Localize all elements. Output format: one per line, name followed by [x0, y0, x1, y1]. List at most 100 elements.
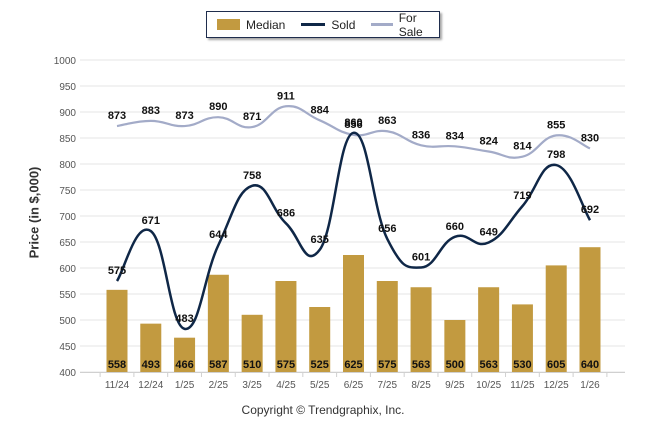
legend-label-median: Median	[246, 17, 286, 32]
series-lines	[115, 105, 592, 331]
sold-value-label: 798	[547, 149, 565, 161]
for-sale-value-label: 834	[446, 130, 465, 142]
for-sale-value-label: 836	[412, 129, 430, 141]
for-sale-value-label: 873	[175, 110, 193, 122]
y-tick-label: 450	[59, 342, 76, 353]
median-bar	[343, 255, 364, 372]
y-tick-label: 500	[59, 316, 76, 327]
x-tick-label: 5/25	[310, 380, 330, 391]
x-tick-label: 2/25	[209, 380, 229, 391]
x-tick-label: 11/25	[510, 380, 535, 391]
x-tick-label: 12/24	[138, 380, 163, 391]
y-tick-label: 950	[59, 82, 76, 93]
sold-value-label: 660	[446, 221, 464, 233]
for-sale-value-label: 863	[378, 115, 396, 127]
median-bar	[174, 337, 196, 372]
sold-value-label: 692	[581, 204, 599, 216]
legend-item-sold: Sold	[301, 18, 355, 32]
x-tick-label: 9/25	[445, 380, 465, 391]
median-bar	[444, 320, 466, 372]
legend-item-for-sale: For Sale	[371, 11, 439, 39]
median-value-label: 466	[175, 359, 193, 371]
y-tick-label: 900	[59, 108, 76, 119]
sold-value-label: 575	[108, 265, 126, 277]
y-axis-ticks: 400 450 500 550 600 650 700 750 800 850 900 950 1000	[54, 56, 77, 379]
median-bar	[545, 265, 567, 372]
x-tick-label: 10/25	[476, 380, 501, 391]
for-sale-value-label: 871	[243, 111, 261, 123]
y-tick-label: 600	[59, 264, 76, 275]
sold-value-label: 719	[513, 190, 531, 202]
sold-line	[115, 131, 592, 331]
for-sale-value-label: 911	[277, 90, 295, 102]
sold-value-label: 860	[344, 117, 362, 129]
data-labels: 558 493 466 587 510 575 525 625 575 563 500 563 530 6…	[108, 90, 599, 371]
x-tick-label: 7/25	[378, 380, 398, 391]
median-value-label: 575	[277, 359, 295, 371]
median-bar	[511, 304, 533, 372]
legend: Median Sold For Sale	[206, 11, 440, 39]
median-value-label: 510	[243, 359, 261, 371]
for-sale-swatch-icon	[371, 23, 393, 26]
y-tick-label: 800	[59, 160, 76, 171]
median-value-label: 525	[311, 359, 329, 371]
median-bars	[106, 247, 601, 372]
for-sale-value-label: 883	[142, 105, 160, 117]
y-axis-label: Price (in $,000)	[26, 166, 42, 259]
median-bar	[309, 307, 331, 372]
median-value-label: 493	[142, 359, 160, 371]
median-bar	[241, 314, 263, 372]
legend-label-sold: Sold	[331, 17, 356, 32]
median-value-label: 605	[547, 359, 565, 371]
for-sale-value-label: 814	[513, 141, 532, 153]
for-sale-line	[116, 105, 591, 159]
median-value-label: 558	[108, 359, 126, 371]
for-sale-value-label: 884	[311, 104, 330, 116]
median-value-label: 563	[412, 359, 430, 371]
y-tick-label: 550	[59, 290, 76, 301]
x-tick-label: 1/25	[175, 380, 195, 391]
median-swatch-icon	[217, 19, 240, 30]
x-tick-label: 4/25	[276, 380, 296, 391]
copyright-text: Copyright © Trendgraphix, Inc.	[241, 403, 405, 417]
y-tick-label: 700	[59, 212, 76, 223]
sold-value-label: 644	[209, 229, 228, 241]
median-bar	[140, 323, 162, 372]
y-tick-label: 850	[59, 134, 76, 145]
sold-value-label: 601	[412, 251, 430, 263]
sold-value-label: 671	[142, 215, 160, 227]
x-tick-label: 6/25	[344, 380, 364, 391]
median-bar	[106, 289, 128, 372]
x-axis-ticks: 11/24 12/24 1/25 2/25 3/25 4/25 5/25 6/25 7/25 8/…	[99, 372, 608, 391]
for-sale-value-label: 855	[547, 119, 565, 131]
median-bar	[275, 281, 297, 372]
x-tick-label: 3/25	[242, 380, 262, 391]
for-sale-value-label: 890	[209, 101, 227, 113]
sold-value-label: 686	[277, 207, 295, 219]
median-value-label: 530	[513, 359, 531, 371]
y-tick-label: 650	[59, 238, 76, 249]
median-bar	[579, 247, 601, 372]
for-sale-value-label: 830	[581, 132, 599, 144]
median-value-label: 500	[446, 359, 464, 371]
sold-value-label: 649	[479, 227, 497, 239]
median-value-label: 640	[581, 359, 599, 371]
median-value-label: 625	[344, 359, 362, 371]
median-bar	[376, 281, 398, 372]
median-bar	[410, 287, 432, 372]
sold-value-label: 483	[175, 313, 193, 325]
y-tick-label: 750	[59, 186, 76, 197]
sold-value-label: 635	[311, 234, 329, 246]
median-bar	[478, 287, 500, 372]
legend-label-for-sale: For Sale	[398, 10, 423, 39]
x-tick-label: 1/26	[580, 380, 600, 391]
x-tick-label: 12/25	[544, 380, 569, 391]
for-sale-value-label: 856	[344, 119, 362, 131]
sold-value-label: 758	[243, 170, 261, 182]
for-sale-value-label: 824	[479, 136, 498, 148]
y-tick-label: 400	[59, 368, 76, 379]
for-sale-value-label: 873	[108, 110, 126, 122]
y-tick-label: 1000	[54, 56, 77, 67]
x-tick-label: 11/24	[105, 380, 130, 391]
